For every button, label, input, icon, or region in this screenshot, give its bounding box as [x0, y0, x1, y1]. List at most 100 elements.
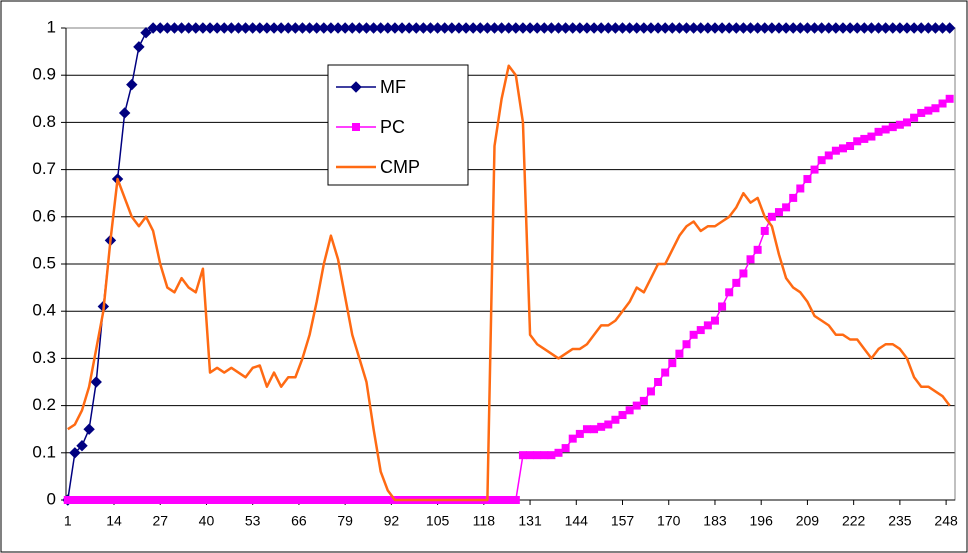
data-point [156, 496, 165, 504]
data-point [540, 451, 549, 460]
data-point [632, 401, 641, 410]
data-point [305, 496, 314, 504]
y-tick-label: 0.4 [32, 301, 56, 320]
data-point [298, 496, 307, 504]
data-point [262, 496, 271, 504]
data-point [241, 496, 250, 504]
data-point [767, 212, 776, 221]
data-point [92, 496, 101, 504]
data-point [106, 496, 115, 504]
data-point [675, 349, 684, 358]
data-point [746, 255, 755, 264]
y-tick-label: 0.7 [32, 159, 56, 178]
data-point [902, 118, 911, 127]
legend-box [327, 64, 469, 186]
x-tick-label: 196 [750, 513, 774, 529]
data-point [646, 387, 655, 396]
data-point [796, 184, 805, 193]
x-tick-label: 66 [291, 513, 307, 529]
data-point [184, 496, 193, 504]
data-point [561, 444, 570, 453]
y-tick-label: 0.6 [32, 206, 56, 225]
data-point [291, 496, 300, 504]
data-point [319, 496, 328, 504]
data-point [910, 113, 919, 122]
data-point [113, 496, 122, 504]
x-tick-label: 235 [888, 513, 912, 529]
data-point [853, 137, 862, 146]
data-point [533, 451, 542, 460]
data-point [846, 142, 855, 150]
data-point [490, 496, 499, 504]
data-point [725, 288, 734, 297]
data-point [943, 22, 956, 34]
data-point [170, 496, 179, 504]
data-point [326, 496, 335, 504]
data-point [874, 127, 883, 136]
data-point [348, 496, 357, 504]
x-tick-label: 131 [518, 513, 542, 529]
x-tick-label: 183 [703, 513, 727, 529]
data-point [568, 434, 577, 443]
data-point [824, 151, 833, 160]
data-point [133, 41, 145, 53]
data-point [78, 496, 87, 504]
data-point [127, 496, 136, 504]
data-point [497, 496, 506, 504]
data-point [753, 245, 762, 254]
x-tick-label: 144 [565, 513, 589, 529]
data-point [149, 496, 158, 504]
data-point [69, 447, 81, 459]
data-point [689, 330, 698, 339]
data-point [774, 208, 783, 217]
data-point [604, 420, 613, 429]
data-point [547, 451, 556, 460]
legend-marker [352, 123, 360, 131]
data-point [277, 496, 286, 504]
data-point [639, 396, 648, 405]
data-point [625, 406, 634, 415]
data-point [895, 120, 904, 129]
data-point [597, 422, 606, 431]
data-point [177, 496, 186, 504]
data-point [362, 496, 371, 504]
data-point [248, 496, 257, 504]
data-point [255, 496, 264, 504]
y-tick-label: 0.5 [32, 253, 56, 272]
data-point [118, 107, 131, 119]
data-point [611, 415, 620, 424]
x-tick-label: 118 [473, 513, 496, 529]
data-point [590, 425, 599, 434]
data-point [76, 440, 88, 452]
x-tick-label: 1 [64, 513, 72, 529]
data-point [90, 376, 102, 388]
data-point [696, 326, 705, 335]
data-point [526, 451, 535, 460]
data-point [383, 496, 392, 504]
data-point [881, 125, 890, 134]
legend-marker [350, 81, 362, 93]
data-point [369, 496, 378, 504]
x-tick-label: 40 [199, 513, 215, 529]
x-tick-label: 170 [657, 513, 681, 529]
x-tick-label: 248 [934, 513, 958, 529]
data-point [654, 378, 663, 386]
data-point [831, 146, 840, 155]
data-point [213, 496, 222, 504]
data-point [518, 451, 527, 460]
data-point [682, 340, 691, 349]
data-point [120, 496, 129, 504]
x-tick-label: 27 [152, 513, 168, 529]
data-point [582, 425, 591, 434]
data-point [938, 99, 947, 108]
legend-label: PC [380, 117, 405, 137]
x-tick-label: 157 [611, 513, 635, 529]
data-point [945, 94, 954, 103]
y-tick-label: 0.3 [32, 348, 56, 367]
data-point [931, 104, 940, 113]
series-line [67, 64, 951, 502]
data-point [710, 316, 719, 325]
data-point [789, 193, 798, 202]
data-point [917, 108, 926, 117]
x-tick-label: 92 [384, 513, 400, 529]
